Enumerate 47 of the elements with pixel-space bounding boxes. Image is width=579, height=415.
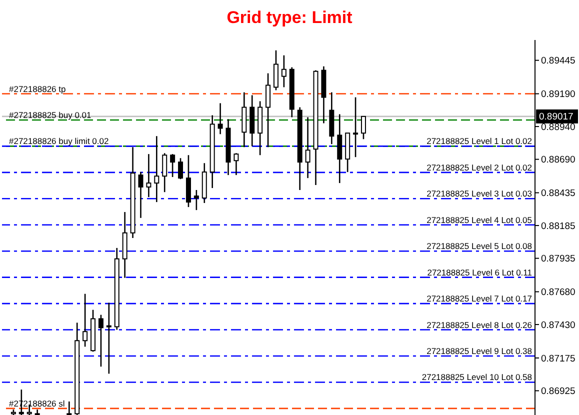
chart-title: Grid type: Limit [226, 7, 354, 29]
candlestick [154, 135, 160, 203]
y-tick-label: 0.87680 [541, 287, 576, 298]
y-tick-label: 0.88940 [541, 122, 576, 133]
candlestick [178, 157, 184, 180]
y-tick-label: 0.88185 [541, 220, 576, 232]
candlestick [106, 302, 112, 374]
candlestick [266, 72, 271, 148]
candlestick [305, 116, 310, 179]
ref-line-label: 272188825 Level 4 Lot 0.05 [426, 214, 532, 225]
candlestick [66, 400, 72, 415]
candlestick [138, 171, 144, 219]
y-tick-label: 0.88435 [541, 188, 576, 200]
y-tick-label: 0.87430 [541, 320, 576, 331]
candlestick [360, 116, 366, 140]
ref-line-label: 272188825 Level 6 Lot 0.11 [427, 267, 532, 278]
ref-line-label: 272188825 Level 9 Lot 0.38 [426, 346, 532, 356]
candlestick [281, 54, 286, 88]
candlestick [162, 152, 168, 193]
ref-line-label: #272188826 buy limit 0.02 [9, 136, 109, 146]
candlestick [170, 153, 176, 178]
ref-line-label: 272188825 Level 3 Lot 0.03 [426, 188, 532, 199]
candlestick [353, 96, 358, 158]
y-tick-label: 0.87935 [541, 254, 576, 265]
y-tick-label: 0.86925 [541, 386, 576, 398]
ref-line-label: 272188825 Level 1 Lot 0.02 [426, 136, 532, 146]
y-tick-label: 0.88690 [541, 154, 576, 166]
candlestick [146, 153, 152, 198]
ref-line-label: 0.89017 [539, 111, 574, 122]
ref-line-label: 272188825 Level 8 Lot 0.26 [426, 320, 532, 330]
candlestick [337, 114, 342, 184]
candlestick [194, 189, 199, 211]
ref-line-label: #272188825 buy 0.01 [9, 110, 92, 120]
ref-line-label: 272188825 Level 5 Lot 0.08 [426, 241, 532, 252]
ref-line-label: #272188826 tp [9, 84, 66, 94]
ref-line-label: 272188825 Level 2 Lot 0.02 [426, 162, 532, 172]
y-tick-label: 0.87175 [541, 353, 576, 364]
candlestick [186, 154, 191, 208]
y-tick-label: 0.89445 [541, 56, 576, 67]
candlestick [82, 293, 88, 348]
candlestick [273, 50, 278, 91]
ref-line-label: 272188825 Level 7 Lot 0.17 [426, 294, 532, 304]
candlestick [234, 152, 239, 176]
candlestick [98, 314, 104, 368]
y-tick-label: 0.89190 [541, 89, 576, 100]
ref-line-label: 272188825 Level 10 Lot 0.58 [422, 372, 532, 382]
candlestick [218, 102, 223, 135]
